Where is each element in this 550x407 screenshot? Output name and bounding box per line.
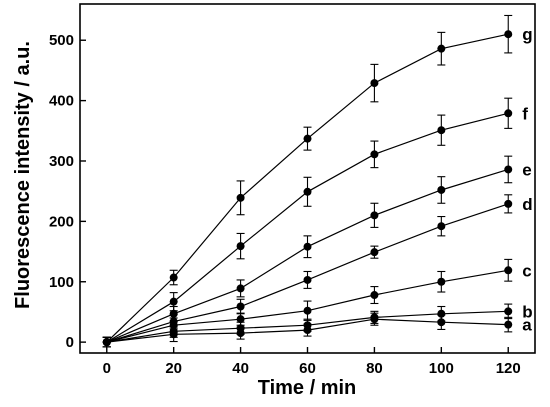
data-point	[504, 109, 513, 118]
data-point	[370, 150, 379, 159]
data-point	[303, 242, 312, 251]
data-point	[437, 126, 446, 135]
data-point	[504, 320, 513, 329]
x-tick-label: 60	[299, 360, 316, 377]
data-point	[169, 309, 178, 318]
data-point	[504, 266, 513, 275]
data-point	[437, 318, 446, 327]
series-label: d	[522, 195, 532, 214]
data-point	[303, 321, 312, 330]
data-point	[236, 315, 245, 324]
data-point	[303, 187, 312, 196]
series-g: g	[102, 14, 533, 348]
data-point	[236, 193, 245, 202]
ticks-layer: 0 20 40 60 80 100 120 0 100 200 300 400 500	[49, 32, 521, 377]
data-point	[102, 338, 111, 347]
data-point	[504, 199, 513, 208]
y-tick-label: 400	[49, 93, 74, 110]
data-point	[236, 302, 245, 311]
series-label: c	[522, 261, 531, 280]
series-label: g	[522, 25, 532, 44]
y-tick-label: 300	[49, 153, 74, 170]
y-tick-label: 500	[49, 32, 74, 49]
y-tick-label: 0	[66, 334, 74, 351]
plot-frame	[79, 3, 536, 354]
x-tick-label: 120	[496, 360, 521, 377]
data-point	[303, 275, 312, 284]
x-tick-label: 20	[165, 360, 182, 377]
series-f: f	[102, 97, 528, 348]
data-point	[169, 273, 178, 282]
data-point	[504, 30, 513, 39]
data-point	[370, 313, 379, 322]
series-label: b	[522, 302, 532, 321]
data-point	[504, 165, 513, 174]
y-tick-label: 200	[49, 213, 74, 230]
series-layer: ab c de f g	[102, 14, 533, 348]
data-point	[437, 185, 446, 194]
data-point	[169, 317, 178, 326]
x-tick-label: 0	[103, 360, 111, 377]
x-tick-label: 40	[232, 360, 249, 377]
data-point	[370, 211, 379, 220]
series-label: a	[522, 316, 532, 335]
data-point	[370, 79, 379, 88]
y-tick-label: 100	[49, 274, 74, 291]
data-point	[236, 284, 245, 293]
data-point	[437, 309, 446, 318]
data-point	[437, 44, 446, 53]
data-point	[437, 277, 446, 286]
data-point	[504, 307, 513, 316]
series-b: b	[102, 302, 533, 348]
series-e: e	[102, 155, 532, 348]
data-point	[303, 306, 312, 315]
x-axis-title: Time / min	[258, 377, 357, 399]
x-tick-label: 100	[429, 360, 454, 377]
data-point	[303, 134, 312, 143]
data-point	[236, 324, 245, 333]
data-point	[169, 297, 178, 306]
data-point	[370, 248, 379, 257]
data-point	[437, 222, 446, 231]
series-a: a	[102, 312, 532, 348]
series-c: c	[102, 258, 532, 348]
data-point	[236, 242, 245, 251]
y-axis-title: Fluorescence intensity / a.u.	[12, 41, 34, 309]
data-point	[370, 291, 379, 300]
series-label: f	[522, 104, 528, 123]
series-label: e	[522, 160, 531, 179]
x-tick-label: 80	[366, 360, 383, 377]
